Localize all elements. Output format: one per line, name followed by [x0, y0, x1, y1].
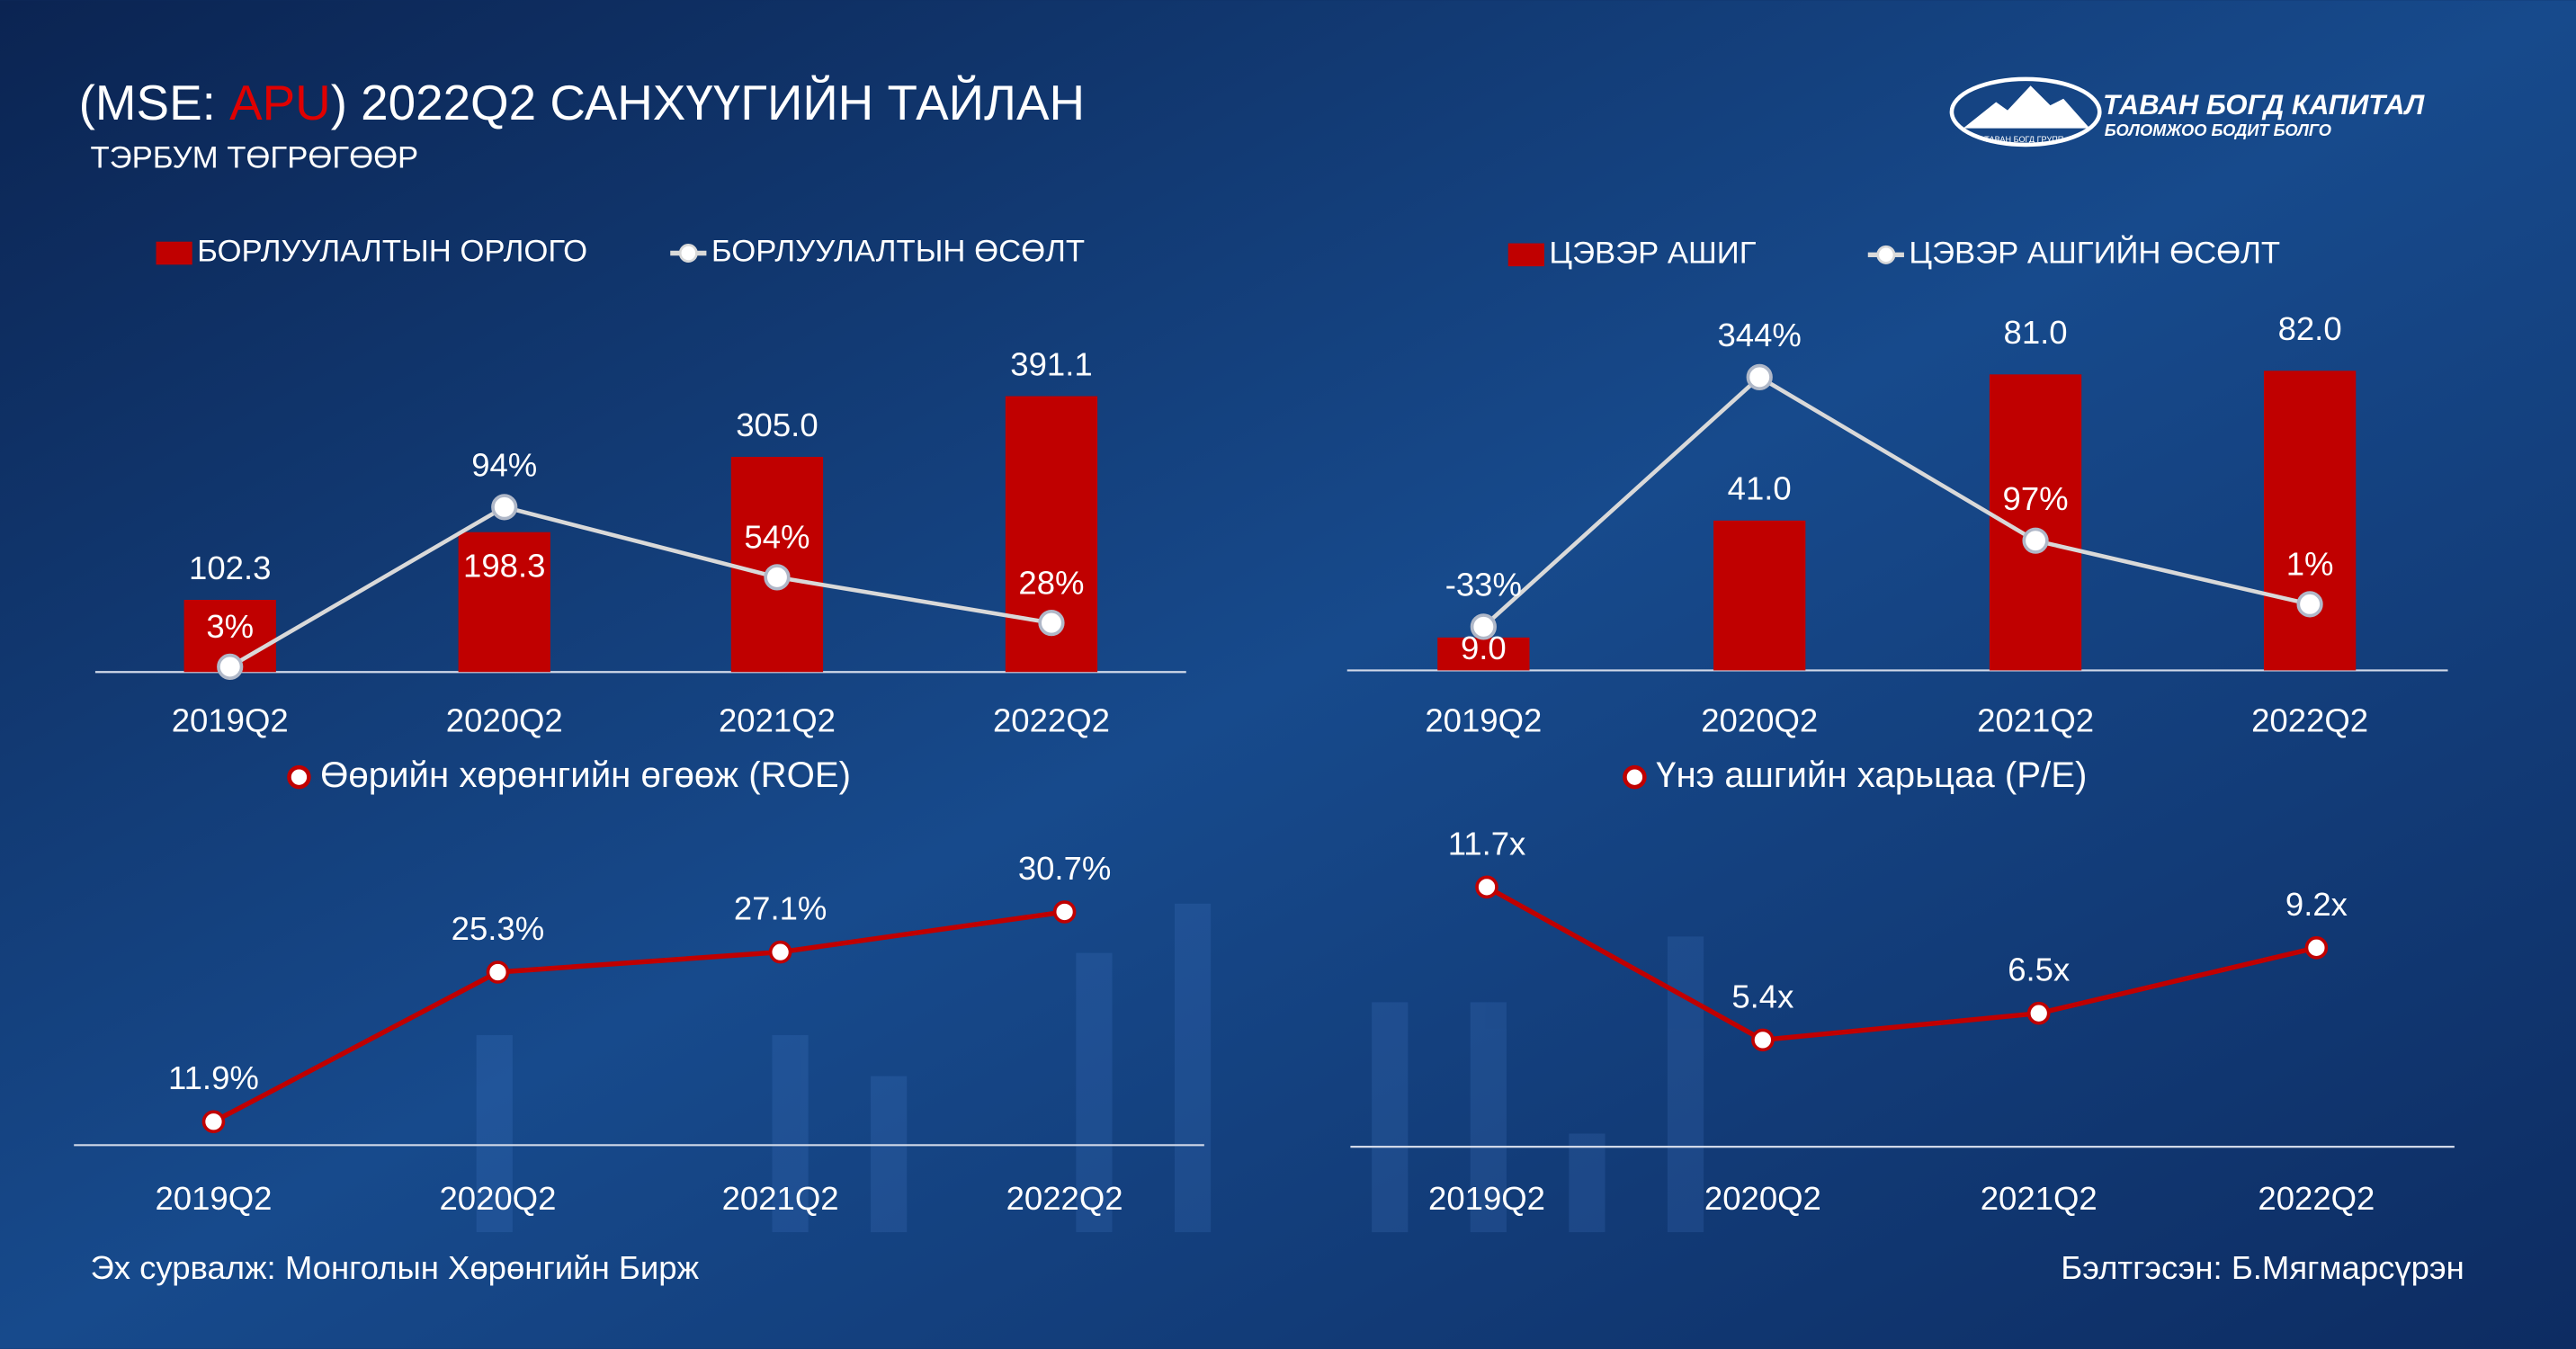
- bar: [458, 532, 550, 673]
- data-label: 94%: [471, 447, 537, 484]
- point: [2296, 591, 2323, 618]
- point: [2022, 527, 2049, 554]
- x-tick-label: 2020Q2: [1701, 702, 1818, 739]
- point: [1475, 875, 1498, 899]
- logo: ТАВАН БОГД КАПИТАЛ БОЛОМЖОО БОДИТ БОЛГО …: [1949, 76, 2425, 147]
- legend-label: ЦЭВЭР АШГИЙН ӨСӨЛТ: [1909, 234, 2280, 270]
- data-label: 305.0: [736, 406, 818, 443]
- legend-label: Өөрийн хөрөнгийн өгөөж (ROE): [320, 755, 851, 795]
- x-tick-label: 2021Q2: [1981, 1180, 2097, 1217]
- line: [228, 505, 1052, 669]
- point: [217, 653, 244, 681]
- point: [1751, 1028, 1775, 1052]
- point: [764, 564, 791, 591]
- data-label: 102.3: [189, 549, 271, 586]
- data-label: 198.3: [463, 548, 545, 585]
- x-tick-label: 2022Q2: [993, 702, 1110, 739]
- legend-swatch: [678, 243, 698, 263]
- data-label: 54%: [744, 519, 809, 556]
- point: [1470, 613, 1497, 640]
- x-tick-label: 2019Q2: [155, 1180, 272, 1217]
- data-label: 11.9%: [168, 1059, 259, 1096]
- data-label: 81.0: [2004, 314, 2068, 351]
- data-label: 5.4x: [1731, 978, 1793, 1014]
- legend-label: БОРЛУУЛАЛТЫН ӨСӨЛТ: [711, 235, 1085, 269]
- bar: [2263, 371, 2357, 671]
- legend-swatch: [1876, 245, 1896, 264]
- data-label: 9.2x: [2285, 886, 2348, 923]
- legend-swatch: [1507, 243, 1544, 267]
- data-label: 28%: [1018, 564, 1084, 601]
- data-label: 1%: [2286, 545, 2334, 582]
- logo-name: ТАВАН БОГД КАПИТАЛ: [2103, 89, 2425, 121]
- x-tick-label: 2020Q2: [446, 702, 563, 739]
- decoration: [476, 903, 1704, 1233]
- data-label: 82.0: [2278, 310, 2342, 347]
- x-tick-label: 2021Q2: [719, 702, 836, 739]
- x-tick-label: 2020Q2: [439, 1180, 556, 1217]
- data-label: -33%: [1445, 567, 1522, 603]
- data-label: 9.0: [1461, 630, 1507, 666]
- data-label: 27.1%: [734, 890, 827, 927]
- data-label: 6.5x: [2008, 951, 2070, 988]
- data-label: 25.3%: [452, 910, 545, 947]
- point: [486, 960, 510, 984]
- legend-label: Үнэ ашгийн харьцаа (P/E): [1656, 755, 2087, 795]
- point: [201, 1110, 226, 1134]
- line: [1485, 884, 2318, 1043]
- x-tick-label: 2020Q2: [1704, 1180, 1821, 1217]
- x-tick-label: 2021Q2: [722, 1180, 839, 1217]
- point: [491, 494, 518, 521]
- bar: [1713, 520, 1806, 671]
- title-suffix: ) 2022Q2 САНХҮҮГИЙН ТАЙЛАН: [331, 74, 1085, 130]
- x-tick-label: 2022Q2: [1006, 1180, 1123, 1217]
- bar: [1437, 637, 1530, 671]
- line: [1481, 374, 2311, 629]
- subtitle: ТЭРБУМ ТӨГРӨГӨӨР: [90, 141, 418, 175]
- line: [212, 909, 1065, 1124]
- legend-swatch: [156, 241, 192, 265]
- data-label: 11.7x: [1448, 825, 1526, 862]
- x-tick-label: 2019Q2: [172, 702, 289, 739]
- title: (MSE: APU) 2022Q2 САНХҮҮГИЙН ТАЙЛАН: [79, 74, 1085, 130]
- x-tick-label: 2022Q2: [2251, 702, 2368, 739]
- data-label: 41.0: [1728, 470, 1792, 507]
- legend-swatch: [287, 764, 311, 790]
- x-tick-label: 2022Q2: [2258, 1180, 2375, 1217]
- logo-group: ТАВАН БОГД ГРУПП: [1984, 135, 2063, 144]
- data-label: 344%: [1718, 317, 1802, 353]
- point: [1746, 363, 1773, 390]
- legend-label: ЦЭВЭР АШИГ: [1549, 236, 1756, 270]
- x-tick-label: 2019Q2: [1428, 1180, 1545, 1217]
- legend-label: БОРЛУУЛАЛТЫН ОРЛОГО: [197, 235, 587, 269]
- data-label: 97%: [2003, 480, 2069, 517]
- data-label: 3%: [206, 608, 254, 645]
- data-label: 30.7%: [1018, 850, 1112, 887]
- point: [2304, 936, 2329, 960]
- point: [1038, 610, 1065, 637]
- point: [2026, 1001, 2051, 1025]
- x-tick-label: 2021Q2: [1977, 702, 2094, 739]
- source: Эх сурвалж: Монголын Хөрөнгийн Бирж: [90, 1249, 699, 1286]
- data-label: 391.1: [1010, 345, 1092, 382]
- logo-slogan: БОЛОМЖОО БОДИТ БОЛГО: [2105, 121, 2331, 139]
- author: Бэлтгэсэн: Б.Мягмарсүрэн: [2061, 1249, 2464, 1286]
- point: [1052, 900, 1077, 924]
- title-highlight: APU: [229, 75, 331, 130]
- x-tick-label: 2019Q2: [1425, 702, 1542, 739]
- legend-swatch: [1623, 764, 1647, 790]
- point: [768, 940, 792, 964]
- title-prefix: (MSE:: [79, 75, 229, 130]
